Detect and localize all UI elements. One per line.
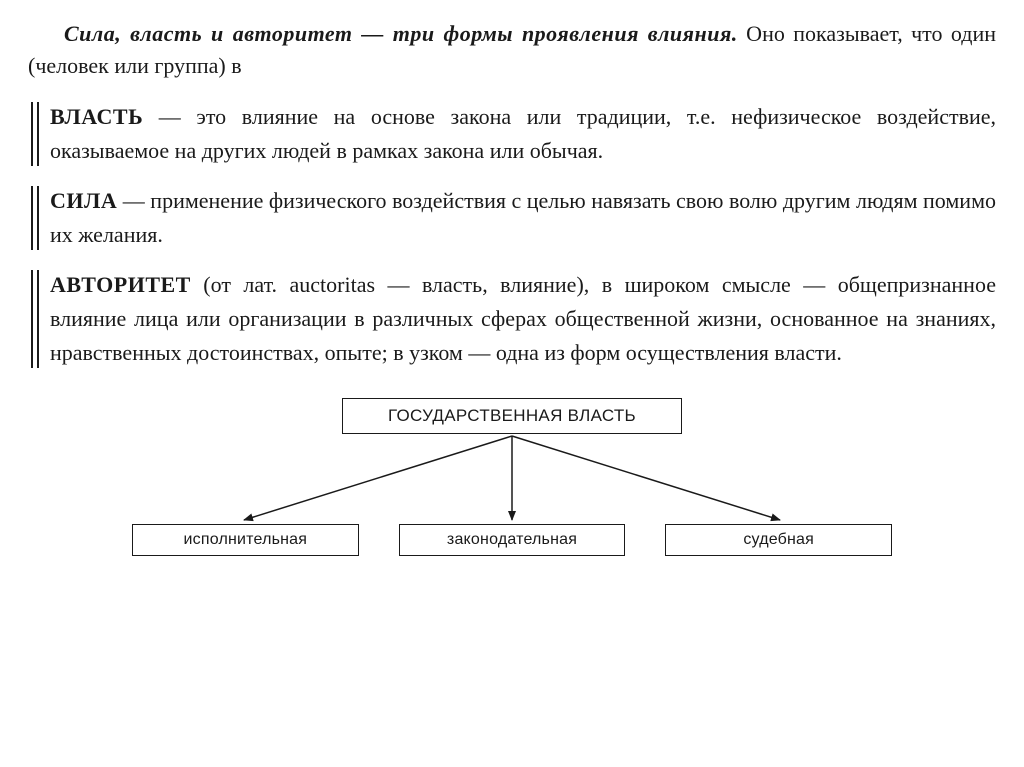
definition-vlast: ВЛАСТЬ — это влияние на основе закона ил… [28, 100, 996, 168]
term-avtoritet: АВТОРИТЕТ [50, 272, 191, 297]
definition-avtoritet: АВТОРИТЕТ (от лат. auctoritas — власть, … [28, 268, 996, 370]
page: Сила, власть и авторитет — три формы про… [0, 0, 1024, 767]
diagram-child-legislative: законодательная [399, 524, 626, 556]
text-vlast: — это влияние на основе закона или тради… [50, 104, 996, 163]
term-vlast: ВЛАСТЬ [50, 104, 143, 129]
intro-paragraph: Сила, власть и авторитет — три формы про… [28, 18, 996, 82]
intro-lead: Сила, власть и авторитет — три формы про… [64, 21, 738, 46]
diagram: ГОСУДАРСТВЕННАЯ ВЛАСТЬ исполнительная за… [132, 398, 892, 556]
text-sila: — применение физического воздействия с ц… [50, 188, 996, 247]
diagram-root: ГОСУДАРСТВЕННАЯ ВЛАСТЬ [342, 398, 682, 434]
diagram-arrows [132, 434, 892, 524]
definition-sila: СИЛА — применение физического воздействи… [28, 184, 996, 252]
diagram-child-judicial: судебная [665, 524, 892, 556]
diagram-children: исполнительная законодательная судебная [132, 524, 892, 556]
text-avtoritet: (от лат. auctoritas — власть, влияние), … [50, 272, 996, 365]
term-sila: СИЛА [50, 188, 117, 213]
diagram-child-executive: исполнительная [132, 524, 359, 556]
